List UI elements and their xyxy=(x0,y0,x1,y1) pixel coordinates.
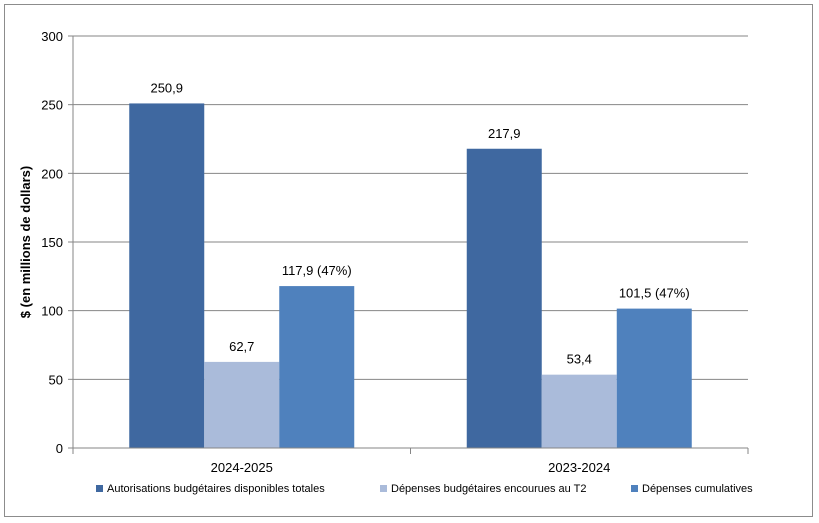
data-label: 53,4 xyxy=(567,352,592,367)
legend-swatch xyxy=(96,485,103,492)
y-tick-label: 100 xyxy=(41,304,63,319)
data-label: 217,9 xyxy=(488,126,521,141)
y-tick-label: 300 xyxy=(41,29,63,44)
legend-swatch xyxy=(631,485,638,492)
legend-entry: Autorisations budgétaires disponibles to… xyxy=(107,483,325,495)
bar xyxy=(129,103,205,448)
bar xyxy=(279,286,355,448)
data-label: 117,9 (47%) xyxy=(282,263,352,278)
bar xyxy=(541,374,617,448)
bar xyxy=(204,361,280,448)
y-tick-label: 0 xyxy=(56,441,63,456)
legend-entry: Dépenses cumulatives xyxy=(642,483,753,495)
data-label: 101,5 (47%) xyxy=(619,286,690,301)
legend-entry: Dépenses budgétaires encourues au T2 xyxy=(391,483,587,495)
x-tick-label: 2023-2024 xyxy=(548,460,610,475)
y-tick-label: 150 xyxy=(41,235,63,250)
y-tick-label: 200 xyxy=(41,166,63,181)
y-tick-label: 250 xyxy=(41,98,63,113)
data-label: 62,7 xyxy=(229,339,254,354)
y-tick-label: 50 xyxy=(49,372,63,387)
bar xyxy=(616,308,692,448)
y-axis-label: $ (en millions de dollars) xyxy=(18,166,33,318)
legend-swatch xyxy=(380,485,387,492)
x-tick-label: 2024-2025 xyxy=(211,460,273,475)
bar xyxy=(466,148,542,448)
data-label: 250,9 xyxy=(150,80,183,95)
